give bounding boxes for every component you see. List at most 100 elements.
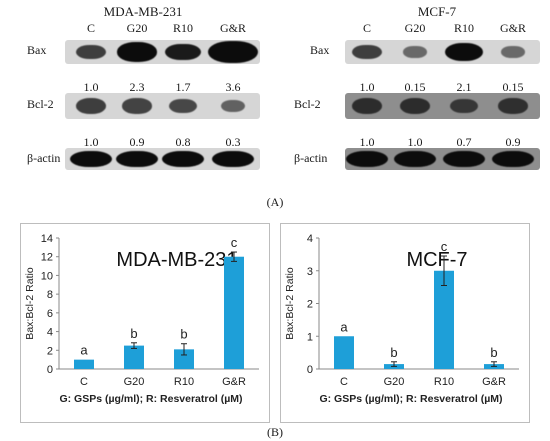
significance-letter: b: [490, 345, 497, 360]
bcl2-ratio: 1.0: [83, 135, 99, 149]
bcl2-ratio: 0.9: [505, 135, 521, 149]
significance-letter: c: [231, 235, 238, 250]
lane-label: R10: [453, 21, 475, 35]
bcl2-ratio: 0.3: [225, 135, 241, 149]
bax-band: [501, 46, 525, 58]
bar-C: [334, 336, 354, 369]
bax-ratio: 3.6: [225, 80, 241, 94]
bax-ratio: 0.15: [502, 80, 524, 94]
significance-letter: c: [441, 239, 448, 254]
y-tick-label: 8: [47, 289, 53, 301]
bcl2-ratio: 0.8: [175, 135, 191, 149]
x-tick-label: G20: [384, 376, 405, 388]
lane-label: C: [86, 21, 96, 35]
y-tick-label: 12: [41, 252, 53, 264]
bcl2-band: [122, 98, 152, 114]
chart-title: MCF-7: [406, 249, 467, 271]
y-tick-label: 0: [47, 364, 53, 376]
actin-band-row: [65, 148, 260, 170]
bax-ratio: 1.0: [83, 80, 99, 94]
actin-band: [394, 150, 436, 168]
y-tick-label: 2: [47, 345, 53, 357]
bcl2-band: [450, 98, 478, 114]
x-tick-label: G&R: [482, 376, 506, 388]
bax-band: [116, 42, 158, 62]
y-axis-label: Bax:Bcl-2 Ratio: [24, 267, 36, 340]
bcl2-band-row: [345, 93, 540, 119]
panel-b-label: (B): [267, 425, 283, 439]
bax-ratio: 2.3: [129, 80, 145, 94]
bcl2-band: [352, 98, 382, 114]
y-tick-label: 4: [307, 233, 313, 245]
bax-ratio: 2.1: [456, 80, 472, 94]
bax-band-row: [65, 40, 260, 64]
y-tick-label: 14: [41, 233, 53, 245]
actin-band-row: [345, 148, 540, 170]
bcl2-band: [220, 99, 246, 113]
significance-letter: b: [180, 327, 187, 342]
bax-ratio: 0.15: [404, 80, 426, 94]
y-tick-label: 0: [307, 364, 313, 376]
x-tick-label: C: [80, 376, 88, 388]
actin-band: [162, 150, 204, 168]
x-tick-label: C: [340, 376, 348, 388]
y-tick-label: 4: [47, 327, 53, 339]
bar-chart-mda: 0 2 4 6 8 10 12 14 Bax:Bcl-2 Ratio MDA-MB-231 a Cb G…: [24, 233, 259, 405]
bar-R10: [174, 349, 194, 369]
y-tick-label: 6: [47, 308, 53, 320]
bar-C: [74, 359, 94, 369]
actin-band: [346, 150, 388, 168]
blot-title-mcf7: MCF-7: [417, 4, 457, 19]
bar-R10: [434, 270, 454, 369]
blot-title-mda: MDA-MB-231: [103, 4, 183, 19]
y-axis-label: Bax:Bcl-2 Ratio: [284, 267, 296, 340]
actin-band: [116, 150, 158, 168]
x-tick-label: R10: [174, 376, 194, 388]
row-label-actin: β-actin: [294, 151, 328, 165]
bax-ratio: 1.7: [175, 80, 191, 94]
bcl2-ratio: 1.0: [407, 135, 423, 149]
blot-panel-mda: MDA-MB-231 C G20 R10 G&R Bax Bcl-2 β-act…: [0, 0, 270, 200]
y-tick-label: 10: [41, 270, 53, 282]
x-tick-label: G20: [124, 376, 145, 388]
bar-G&R: [224, 256, 244, 369]
lane-label: R10: [172, 21, 194, 35]
bax-band: [352, 44, 382, 60]
x-tick-label: R10: [434, 376, 454, 388]
row-label-bax: Bax: [310, 43, 330, 57]
bax-band: [76, 44, 106, 60]
bcl2-band: [498, 98, 528, 114]
bcl2-band: [168, 98, 198, 114]
bax-band-row: [345, 40, 540, 64]
row-label-bcl2: Bcl-2: [294, 97, 321, 111]
chart-title: MDA-MB-231: [116, 249, 237, 271]
significance-letter: a: [340, 319, 348, 334]
bcl2-ratio: 1.0: [359, 135, 375, 149]
actin-band: [70, 150, 112, 168]
actin-band: [212, 150, 254, 168]
bcl2-band: [400, 98, 430, 114]
bar-chart-mcf7: 0 1 2 3 4 Bax:Bcl-2 Ratio MCF-7 a Cb G20 c R10 b G&R G…: [284, 233, 519, 405]
x-axis-label: G: GSPs (µg/ml); R: Resveratrol (µM): [319, 393, 502, 405]
y-tick-label: 3: [307, 266, 313, 278]
row-label-actin: β-actin: [27, 151, 61, 165]
y-tick-label: 1: [307, 331, 313, 343]
lane-label: G&R: [219, 21, 247, 35]
significance-letter: a: [80, 343, 88, 358]
lane-label: G20: [126, 21, 148, 35]
row-label-bcl2: Bcl-2: [27, 97, 54, 111]
lane-label: G&R: [499, 21, 527, 35]
significance-letter: b: [390, 345, 397, 360]
panel-a-label: (A): [266, 195, 284, 209]
row-label-bax: Bax: [27, 43, 47, 57]
x-tick-label: G&R: [222, 376, 246, 388]
bar-G20: [124, 345, 144, 369]
actin-band: [443, 150, 485, 168]
y-tick-label: 2: [307, 299, 313, 311]
lane-label: C: [362, 21, 372, 35]
bax-band: [165, 43, 201, 61]
bcl2-ratio: 0.9: [129, 135, 145, 149]
significance-letter: b: [130, 326, 137, 341]
